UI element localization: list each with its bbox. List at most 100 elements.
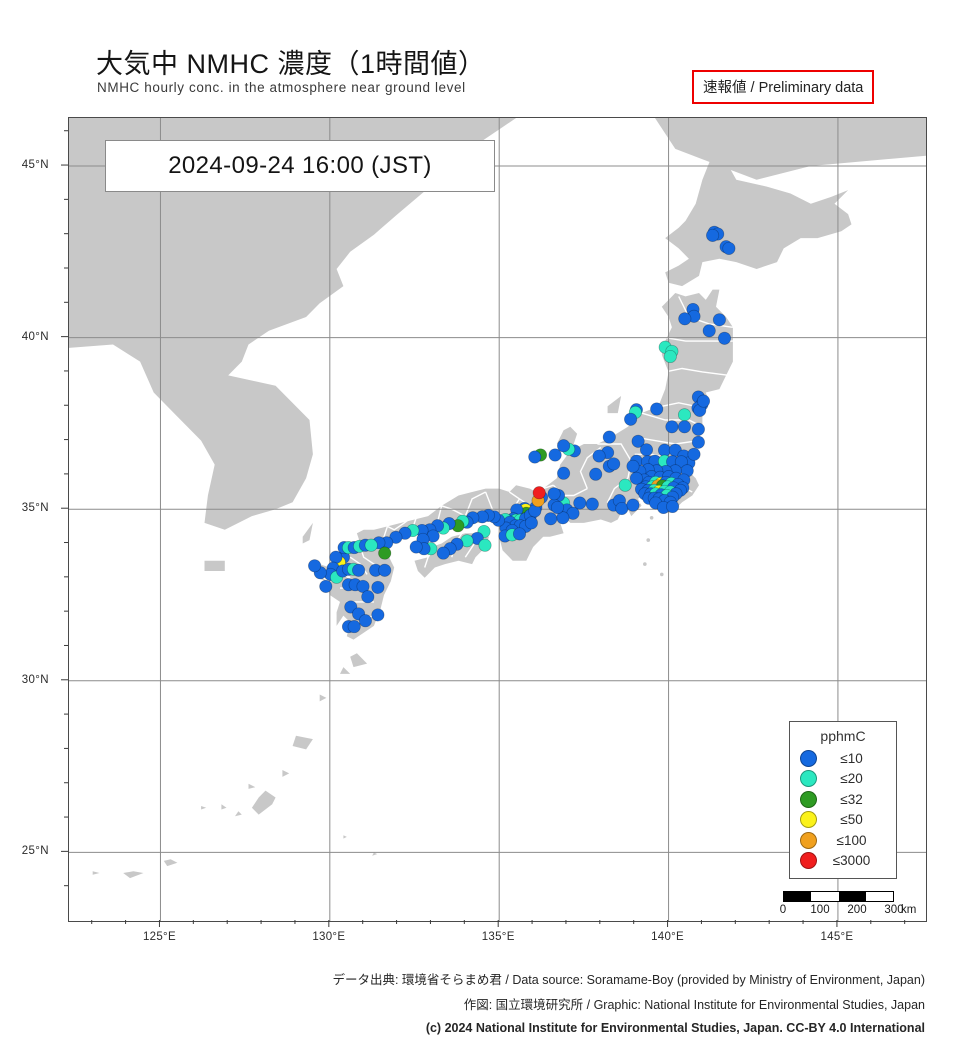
station-point[interactable] <box>557 439 571 453</box>
station-point[interactable] <box>371 580 385 594</box>
lat-tick-45: 45°N <box>21 159 49 172</box>
station-point[interactable] <box>702 324 716 338</box>
nansei-islet-2 <box>221 804 227 810</box>
page-subtitle: NMHC hourly conc. in the atmosphere near… <box>97 80 466 95</box>
station-point[interactable] <box>573 496 587 510</box>
map-canvas[interactable] <box>68 117 927 922</box>
legend-row-5: ≤3000 <box>798 851 888 872</box>
station-point[interactable] <box>626 498 640 512</box>
station-point[interactable] <box>528 450 542 464</box>
nansei-islet-11 <box>372 852 378 856</box>
station-point[interactable] <box>524 516 538 530</box>
station-point[interactable] <box>557 466 571 480</box>
legend-swatch-icon <box>800 852 817 870</box>
station-point[interactable] <box>631 434 645 448</box>
yakushima-island <box>350 653 368 668</box>
station-point[interactable] <box>592 449 606 463</box>
station-point[interactable] <box>706 228 720 242</box>
page-title: 大気中 NMHC 濃度（1時間値） <box>96 49 486 79</box>
station-point[interactable] <box>512 527 527 541</box>
legend-label: ≤100 <box>836 832 867 848</box>
station-point[interactable] <box>378 563 392 577</box>
station-point[interactable] <box>361 590 375 604</box>
station-point[interactable] <box>615 501 629 516</box>
station-point[interactable] <box>352 563 366 577</box>
izu-islet-0 <box>649 515 654 520</box>
nansei-islet-9 <box>123 871 144 879</box>
station-point[interactable] <box>674 455 688 469</box>
nansei-islet-3 <box>201 806 207 810</box>
timestamp-label: 2024-09-24 16:00 (JST) <box>168 152 432 179</box>
lon-tick-130: 130°E <box>312 931 346 943</box>
lon-tick-140: 140°E <box>651 931 685 943</box>
station-point[interactable] <box>691 422 705 436</box>
station-point[interactable] <box>650 402 664 416</box>
nansei-islet-6 <box>282 770 290 777</box>
station-point[interactable] <box>663 349 677 364</box>
station-point[interactable] <box>329 550 343 564</box>
station-point[interactable] <box>687 447 701 461</box>
scale-bar-labels: 0 100 200 300 km <box>779 904 933 920</box>
station-point[interactable] <box>677 420 692 434</box>
footer-copyright: (c) 2024 National Institute for Environm… <box>425 1021 925 1035</box>
station-point[interactable] <box>389 530 403 544</box>
scale-unit-label: km <box>901 904 917 916</box>
station-point[interactable] <box>547 487 561 501</box>
station-point[interactable] <box>618 478 632 492</box>
legend-row-0: ≤10 <box>798 748 888 769</box>
station-point[interactable] <box>478 538 492 552</box>
station-point[interactable] <box>585 497 599 511</box>
prefecture-border-26 <box>387 512 419 531</box>
lon-tick-125: 125°E <box>142 931 176 943</box>
station-point[interactable] <box>712 313 726 327</box>
station-point[interactable] <box>358 614 372 628</box>
station-point[interactable] <box>624 412 638 426</box>
station-point[interactable] <box>626 459 640 473</box>
scale-bar: 0 100 200 300 km <box>779 891 933 920</box>
station-point[interactable] <box>544 512 558 526</box>
legend-label: ≤20 <box>840 771 863 787</box>
scale-tick-200: 200 <box>847 904 867 916</box>
legend-title: pphmC <box>820 728 866 744</box>
footer-data-source: データ出典: 環境省そらまめ君 / Data source: Soramame-… <box>332 973 925 987</box>
station-point[interactable] <box>691 435 705 449</box>
station-point[interactable] <box>717 331 732 345</box>
station-point[interactable] <box>589 467 603 481</box>
station-point[interactable] <box>696 394 711 408</box>
hokkaido <box>665 152 852 287</box>
legend-swatch-icon <box>800 770 817 788</box>
prefecture-border-2 <box>665 367 730 377</box>
station-point[interactable] <box>532 486 546 500</box>
station-point[interactable] <box>602 430 616 444</box>
station-point[interactable] <box>409 540 423 554</box>
timestamp-box: 2024-09-24 16:00 (JST) <box>105 140 495 192</box>
map-svg <box>69 118 926 921</box>
station-point[interactable] <box>378 546 392 560</box>
station-point[interactable] <box>678 312 692 326</box>
nansei-islet-12 <box>343 835 347 839</box>
lon-tick-135: 135°E <box>481 931 515 943</box>
legend: pphmC ≤10 ≤20 ≤32 ≤50 ≤100 ≤3000 <box>789 721 897 879</box>
scale-tick-0: 0 <box>779 904 787 916</box>
station-point[interactable] <box>550 500 565 515</box>
station-point[interactable] <box>347 620 361 634</box>
legend-swatch-icon <box>800 831 817 849</box>
station-point[interactable] <box>371 608 385 622</box>
station-point[interactable] <box>665 420 679 434</box>
station-point[interactable] <box>666 499 680 514</box>
legend-label: ≤50 <box>840 812 863 828</box>
legend-label: ≤10 <box>840 750 863 766</box>
station-point[interactable] <box>677 408 692 422</box>
legend-row-2: ≤32 <box>798 789 888 810</box>
station-point[interactable] <box>722 241 736 255</box>
station-point[interactable] <box>319 579 333 593</box>
station-point[interactable] <box>607 457 621 471</box>
station-point[interactable] <box>308 559 322 573</box>
station-point[interactable] <box>356 579 370 593</box>
station-point[interactable] <box>436 546 450 560</box>
station-point[interactable] <box>364 538 378 552</box>
station-point[interactable] <box>629 471 643 485</box>
station-point[interactable] <box>548 448 562 462</box>
station-point[interactable] <box>639 443 654 457</box>
